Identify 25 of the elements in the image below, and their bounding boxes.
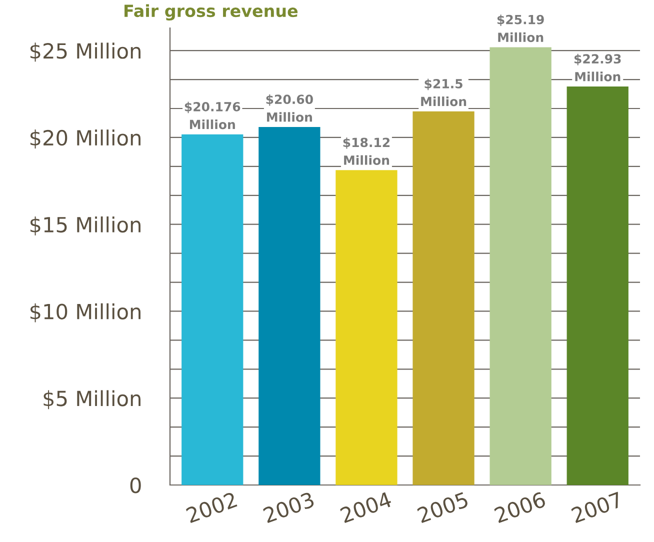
x-tick-label: 2007 xyxy=(570,492,623,524)
data-label: $21.5 Million xyxy=(421,78,466,106)
data-label: $20.176 Million xyxy=(184,102,240,130)
y-tick-label: $10 Million xyxy=(30,303,140,322)
x-tick-label: 2006 xyxy=(494,491,546,524)
data-label: $18.12 Million xyxy=(343,137,390,165)
chart-title: Fair gross revenue xyxy=(124,4,298,20)
x-tick-label: 2005 xyxy=(416,492,469,524)
bar xyxy=(336,170,398,485)
data-label: $20.60 Million xyxy=(266,94,313,122)
bar xyxy=(182,134,244,485)
y-tick-label: $5 Million xyxy=(44,390,140,410)
y-tick-label: $20 Million xyxy=(30,130,140,148)
x-tick-label: 2002 xyxy=(186,492,238,524)
x-tick-label: 2004 xyxy=(340,491,392,524)
data-label: $22.93 Million xyxy=(574,54,621,82)
y-tick-label: $25 Million xyxy=(30,42,140,62)
bar xyxy=(566,86,628,485)
bar xyxy=(412,111,474,485)
y-tick-label: $15 Million xyxy=(30,216,140,236)
x-tick-label: 2003 xyxy=(262,491,315,524)
bar xyxy=(490,47,552,485)
data-label: $25.19 Million xyxy=(497,14,544,42)
bar xyxy=(258,127,320,485)
y-tick-label: 0 xyxy=(130,477,141,494)
